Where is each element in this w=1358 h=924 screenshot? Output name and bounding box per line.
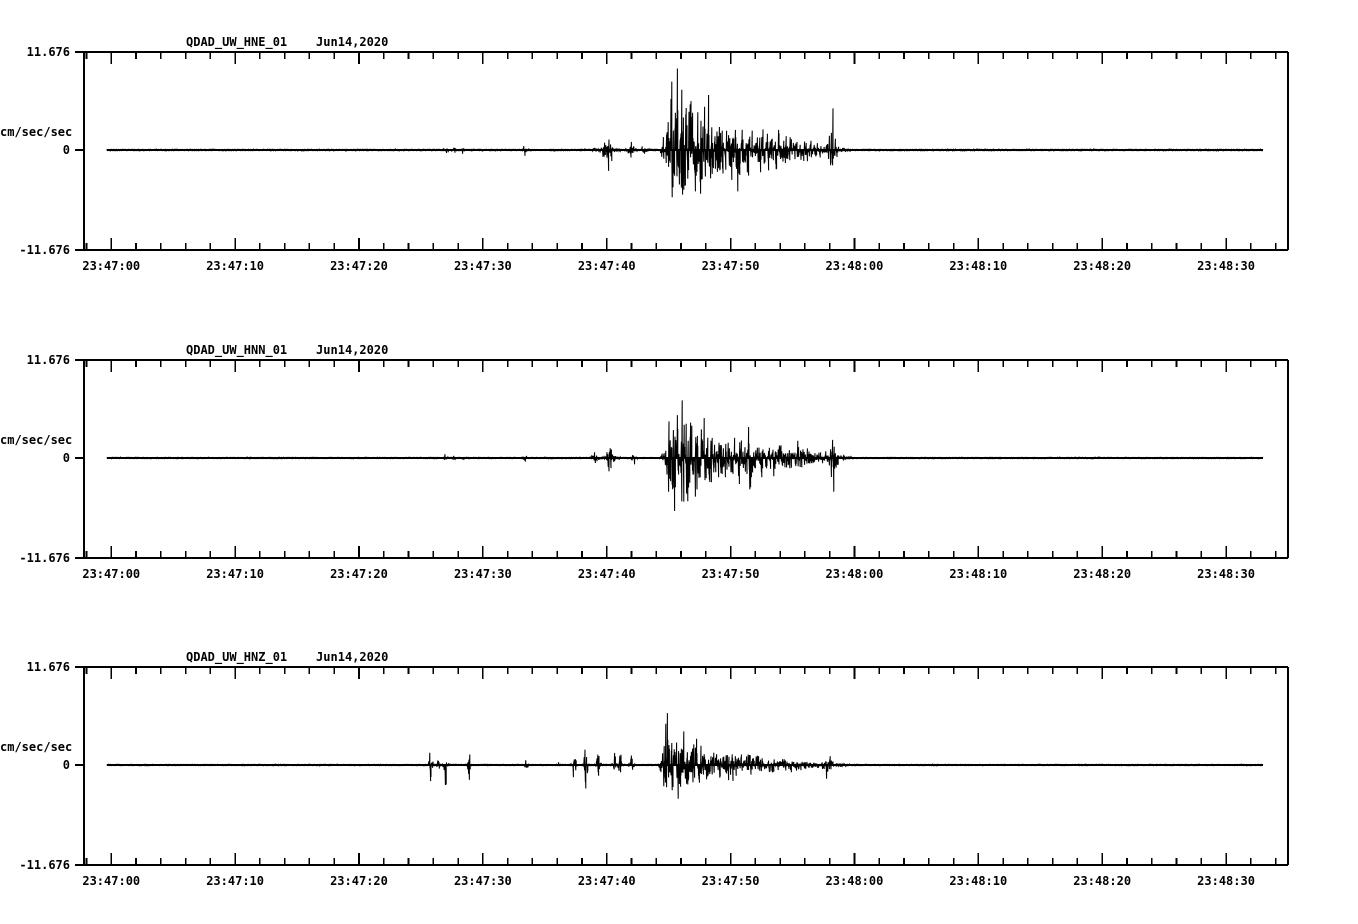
waveform-trace xyxy=(106,400,1264,512)
x-axis-tick-label: 23:48:30 xyxy=(1197,259,1255,273)
waveform-trace xyxy=(106,68,1264,198)
y-axis-max-label: 11.676 xyxy=(26,660,70,674)
y-axis-zero-label: 0 xyxy=(62,451,70,465)
x-axis-tick-label: 23:48:20 xyxy=(1073,259,1132,273)
x-axis-tick-label: 23:47:50 xyxy=(701,259,760,273)
x-axis-tick-label: 23:47:40 xyxy=(577,259,636,273)
x-axis-tick-label: 23:47:00 xyxy=(82,259,141,273)
x-axis-tick-label: 23:47:00 xyxy=(82,874,141,888)
x-axis-tick-label: 23:48:10 xyxy=(949,567,1008,581)
x-axis-tick-label: 23:47:30 xyxy=(453,259,512,273)
y-axis-min-label: -11.676 xyxy=(19,243,70,257)
x-axis-tick-label: 23:47:20 xyxy=(330,567,388,581)
x-axis-tick-label: 23:48:10 xyxy=(949,874,1008,888)
y-axis-unit-label: cm/sec/sec xyxy=(0,433,73,447)
x-axis-tick-label: 23:47:20 xyxy=(330,874,388,888)
x-axis-tick-label: 23:47:10 xyxy=(206,874,264,888)
panel-title: QDAD_UW_HNZ_01 Jun14,2020 xyxy=(186,650,389,664)
x-axis-tick-label: 23:47:20 xyxy=(330,259,388,273)
x-axis-tick-label: 23:47:10 xyxy=(206,259,264,273)
x-axis-tick-label: 23:48:00 xyxy=(825,259,884,273)
x-axis-tick-label: 23:47:40 xyxy=(577,567,636,581)
y-axis-unit-label: cm/sec/sec xyxy=(0,125,73,139)
x-axis-tick-label: 23:47:50 xyxy=(701,567,760,581)
x-axis-tick-label: 23:48:00 xyxy=(825,874,884,888)
x-axis-tick-label: 23:47:40 xyxy=(577,874,636,888)
y-axis-max-label: 11.676 xyxy=(26,353,70,367)
y-axis-zero-label: 0 xyxy=(62,143,70,157)
y-axis-unit-label: cm/sec/sec xyxy=(0,740,73,754)
x-axis-tick-label: 23:47:10 xyxy=(206,567,264,581)
x-axis-tick-label: 23:47:50 xyxy=(701,874,760,888)
x-axis-tick-label: 23:48:10 xyxy=(949,259,1008,273)
panel-title: QDAD_UW_HNE_01 Jun14,2020 xyxy=(186,35,389,49)
y-axis-zero-label: 0 xyxy=(62,758,70,772)
x-axis-tick-label: 23:47:30 xyxy=(453,567,512,581)
x-axis-tick-label: 23:48:20 xyxy=(1073,874,1132,888)
panel-title: QDAD_UW_HNN_01 Jun14,2020 xyxy=(186,343,389,357)
y-axis-min-label: -11.676 xyxy=(19,551,70,565)
x-axis-tick-label: 23:48:00 xyxy=(825,567,884,581)
waveform-trace xyxy=(106,713,1264,799)
x-axis-tick-label: 23:47:00 xyxy=(82,567,141,581)
y-axis-max-label: 11.676 xyxy=(26,45,70,59)
x-axis-tick-label: 23:48:30 xyxy=(1197,567,1255,581)
x-axis-tick-label: 23:48:20 xyxy=(1073,567,1132,581)
y-axis-min-label: -11.676 xyxy=(19,858,70,872)
x-axis-tick-label: 23:48:30 xyxy=(1197,874,1255,888)
x-axis-tick-label: 23:47:30 xyxy=(453,874,512,888)
